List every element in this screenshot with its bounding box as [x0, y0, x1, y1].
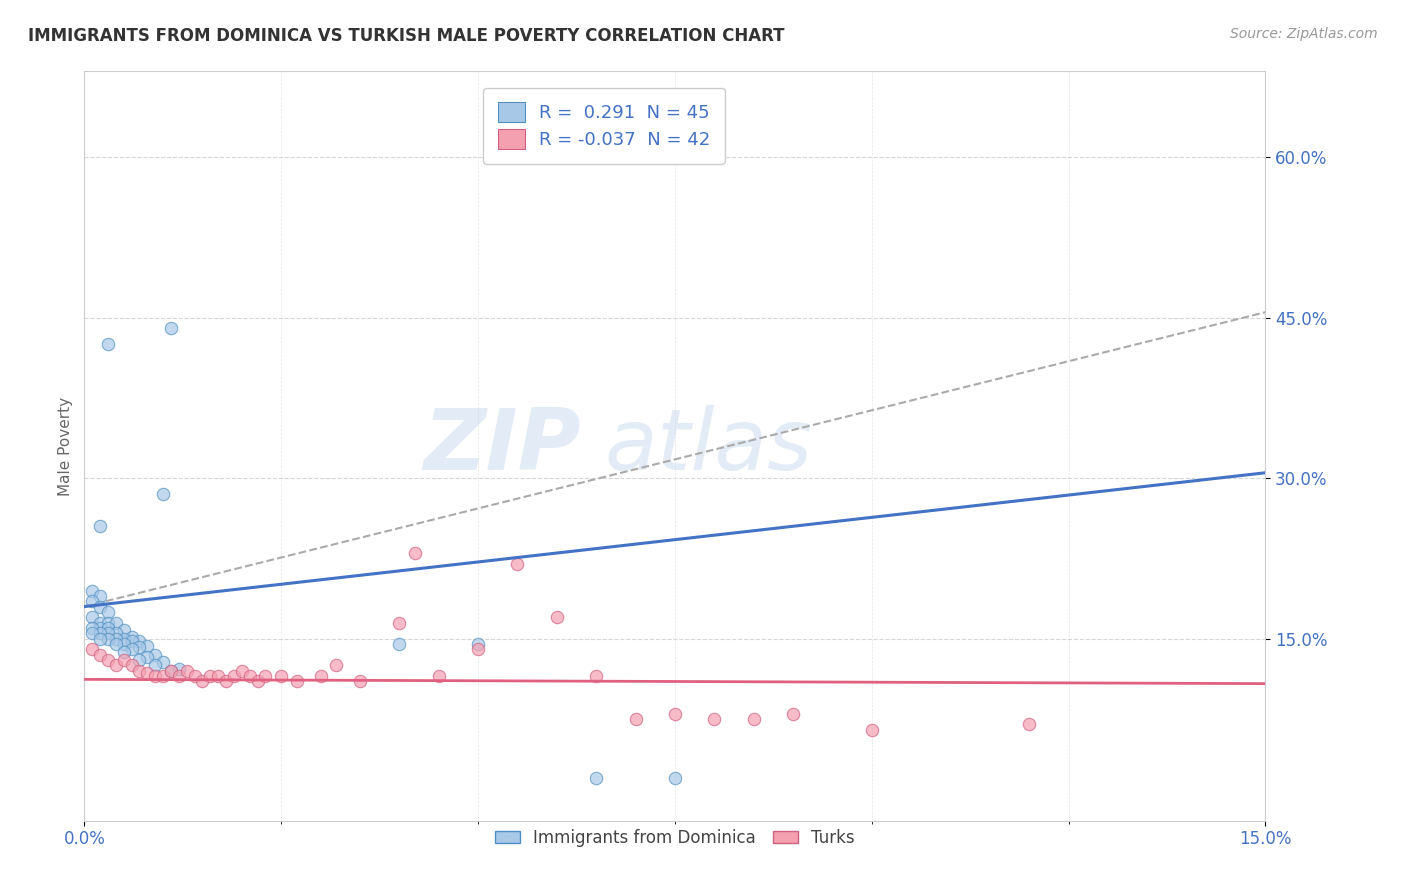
Text: IMMIGRANTS FROM DOMINICA VS TURKISH MALE POVERTY CORRELATION CHART: IMMIGRANTS FROM DOMINICA VS TURKISH MALE…: [28, 27, 785, 45]
Point: [546, 610, 568, 624]
Point: [89, 621, 111, 635]
Point: [82, 610, 104, 624]
Point: [467, 637, 489, 651]
Point: [254, 669, 277, 683]
Point: [1018, 717, 1040, 731]
Point: [97, 632, 120, 646]
Point: [349, 674, 371, 689]
Y-axis label: Male Poverty: Male Poverty: [58, 396, 73, 496]
Point: [167, 662, 190, 676]
Text: ZIP: ZIP: [423, 404, 581, 488]
Point: [506, 557, 529, 571]
Point: [309, 669, 332, 683]
Point: [97, 615, 120, 630]
Point: [82, 642, 104, 657]
Text: Source: ZipAtlas.com: Source: ZipAtlas.com: [1230, 27, 1378, 41]
Point: [191, 674, 214, 689]
Point: [585, 669, 607, 683]
Point: [624, 712, 647, 726]
Point: [285, 674, 308, 689]
Point: [89, 589, 111, 603]
Point: [742, 712, 765, 726]
Point: [97, 621, 120, 635]
Point: [160, 664, 183, 678]
Point: [176, 664, 198, 678]
Point: [160, 321, 183, 335]
Point: [239, 669, 262, 683]
Point: [97, 626, 120, 640]
Point: [585, 771, 607, 785]
Point: [860, 723, 883, 737]
Point: [160, 664, 183, 678]
Point: [703, 712, 725, 726]
Point: [89, 648, 111, 662]
Point: [664, 771, 686, 785]
Point: [89, 599, 111, 614]
Point: [121, 642, 143, 657]
Point: [89, 632, 111, 646]
Point: [97, 653, 120, 667]
Point: [128, 653, 150, 667]
Point: [97, 605, 120, 619]
Point: [121, 630, 143, 644]
Point: [200, 669, 222, 683]
Point: [82, 621, 104, 635]
Point: [89, 615, 111, 630]
Point: [143, 648, 166, 662]
Point: [112, 632, 135, 646]
Point: [112, 644, 135, 658]
Point: [152, 655, 174, 669]
Point: [388, 637, 411, 651]
Point: [183, 669, 205, 683]
Point: [112, 623, 135, 637]
Point: [467, 642, 489, 657]
Point: [82, 583, 104, 598]
Point: [128, 633, 150, 648]
Point: [325, 658, 347, 673]
Point: [143, 658, 166, 673]
Point: [104, 615, 127, 630]
Point: [104, 626, 127, 640]
Point: [143, 669, 166, 683]
Point: [215, 674, 238, 689]
Point: [152, 487, 174, 501]
Point: [231, 664, 253, 678]
Point: [167, 669, 190, 683]
Point: [664, 706, 686, 721]
Point: [136, 639, 159, 653]
Point: [82, 626, 104, 640]
Point: [112, 637, 135, 651]
Point: [89, 519, 111, 533]
Point: [404, 546, 426, 560]
Point: [222, 669, 245, 683]
Point: [136, 665, 159, 680]
Point: [104, 632, 127, 646]
Text: atlas: atlas: [605, 404, 813, 488]
Point: [246, 674, 269, 689]
Point: [121, 658, 143, 673]
Point: [207, 669, 229, 683]
Point: [270, 669, 292, 683]
Point: [89, 626, 111, 640]
Legend: Immigrants from Dominica, Turks: Immigrants from Dominica, Turks: [488, 822, 862, 854]
Point: [121, 633, 143, 648]
Point: [388, 615, 411, 630]
Point: [427, 669, 450, 683]
Point: [782, 706, 804, 721]
Point: [104, 637, 127, 651]
Point: [128, 664, 150, 678]
Point: [82, 594, 104, 608]
Point: [152, 669, 174, 683]
Point: [112, 653, 135, 667]
Point: [128, 640, 150, 655]
Point: [97, 337, 120, 351]
Point: [104, 658, 127, 673]
Point: [136, 649, 159, 664]
